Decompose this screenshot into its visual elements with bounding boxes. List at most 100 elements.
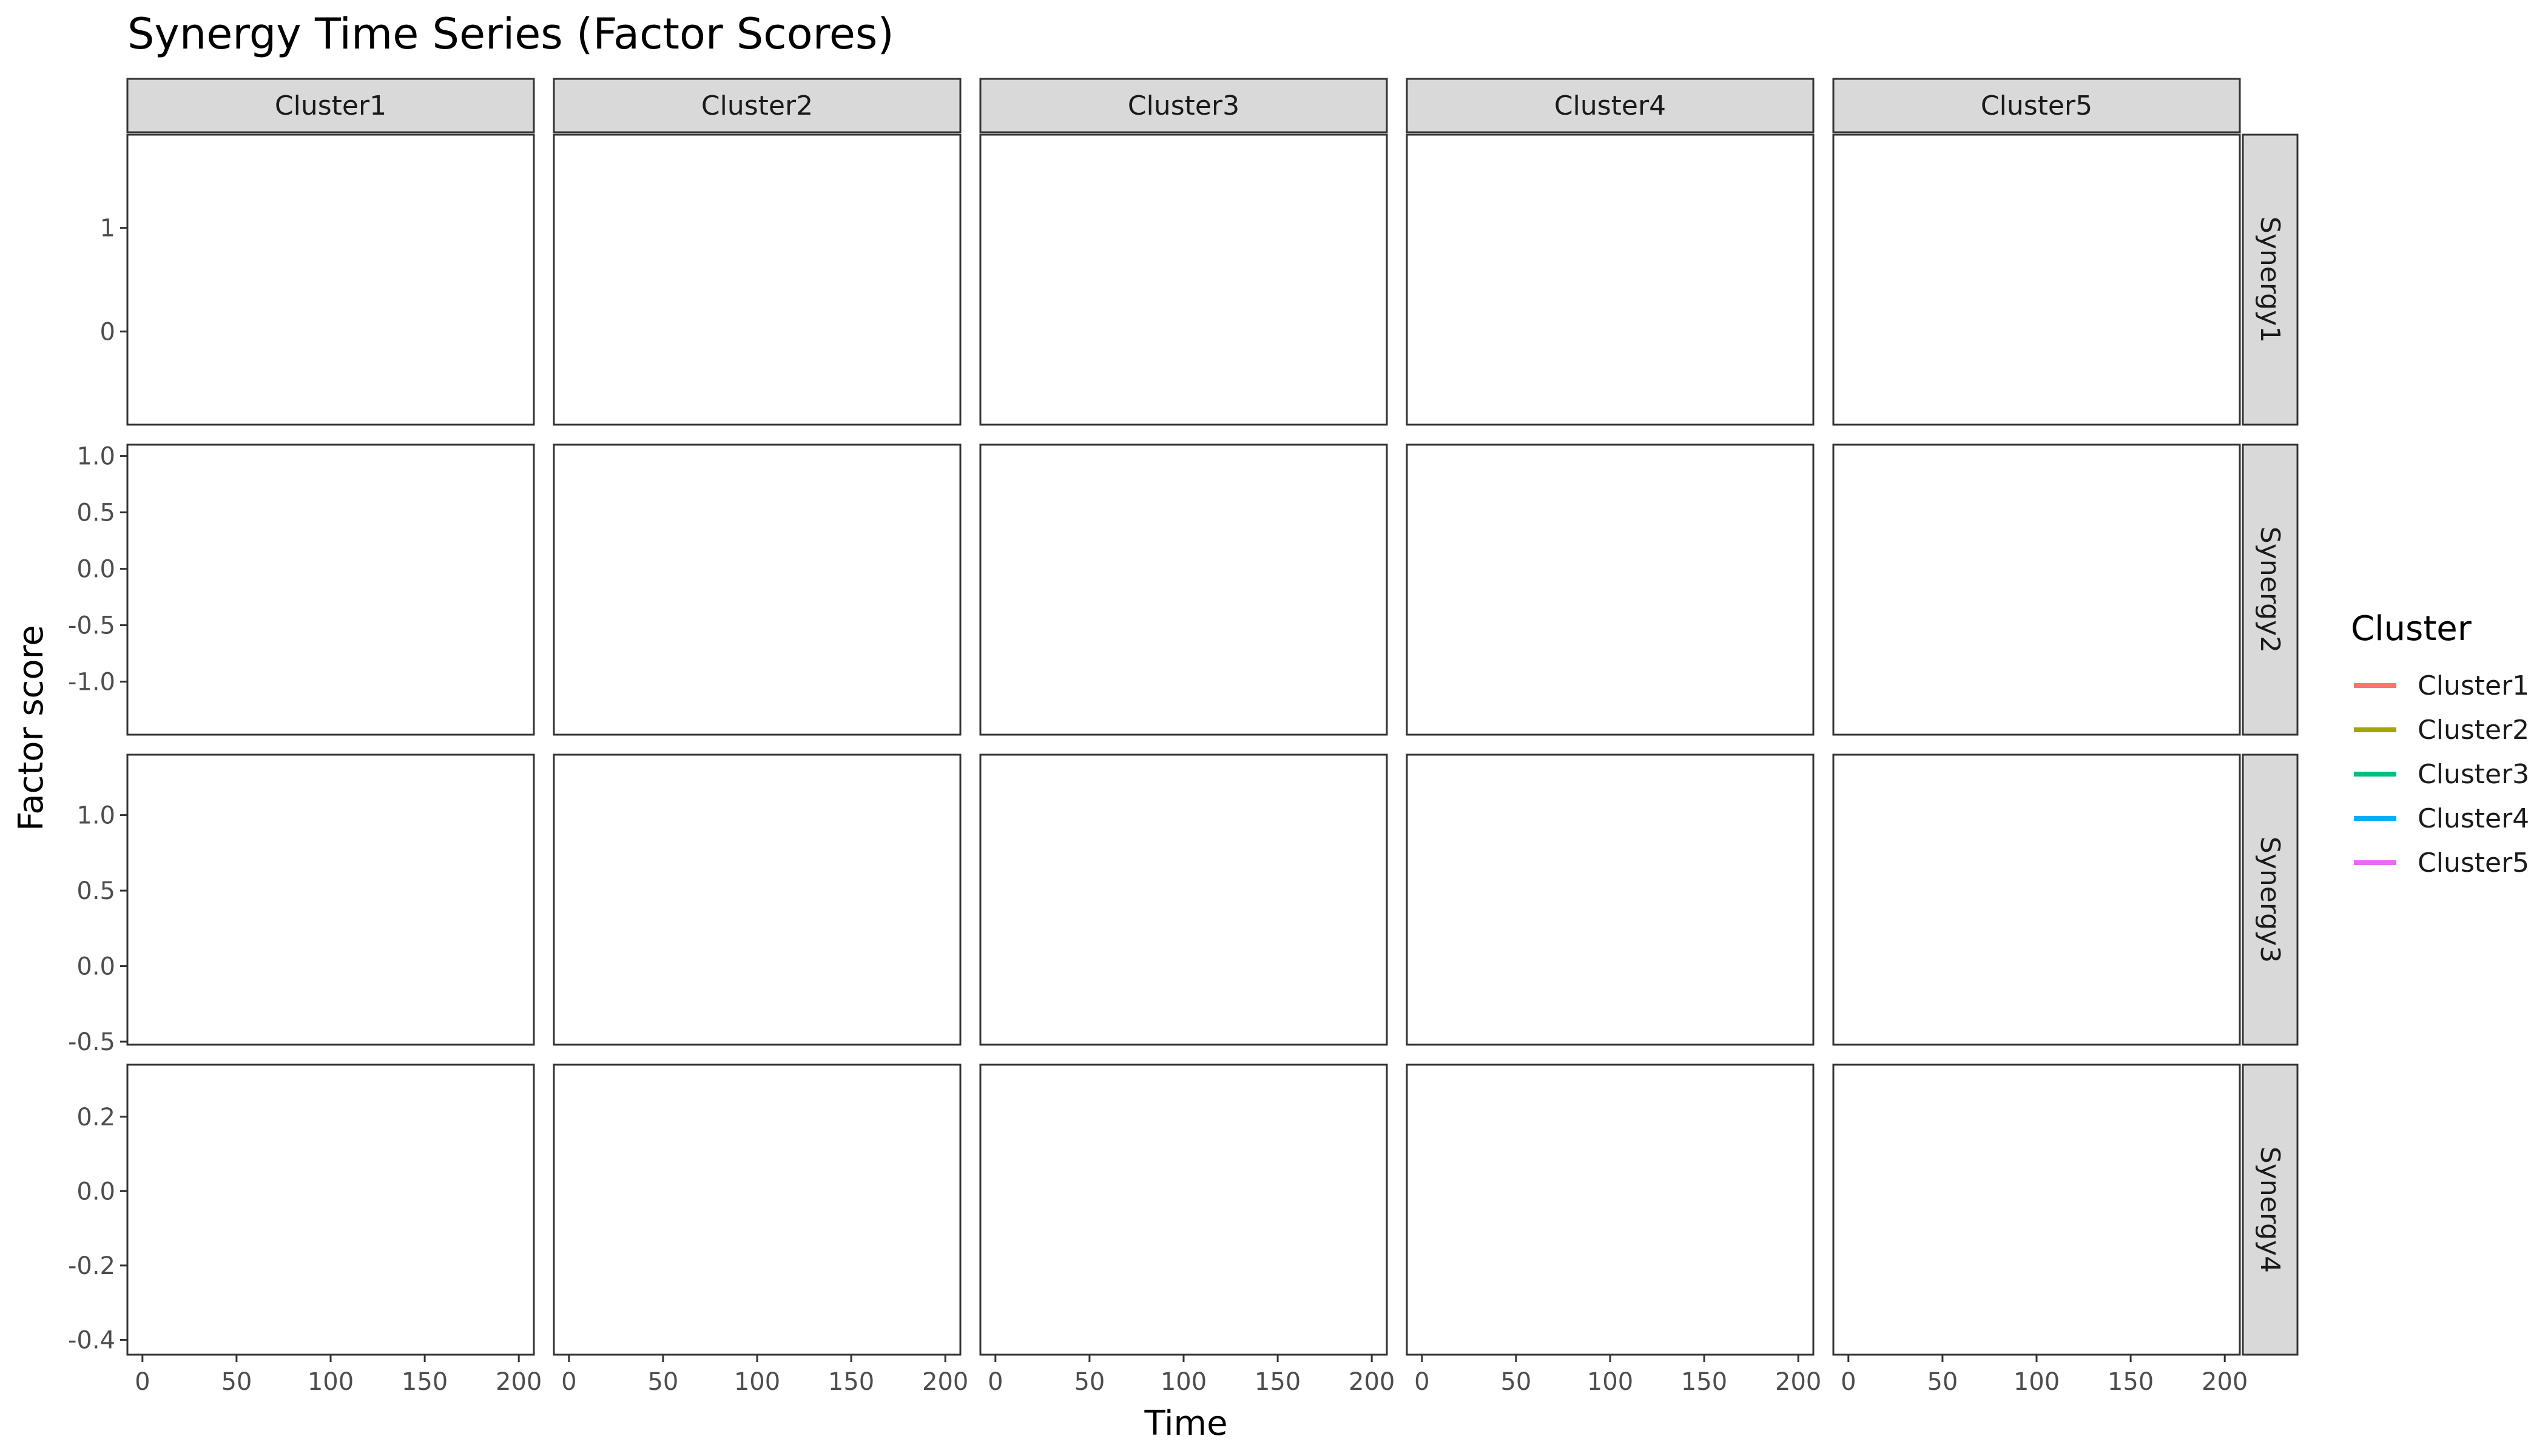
panel-border — [126, 133, 535, 426]
facet-strip-synergy2: Synergy2 — [2242, 443, 2299, 736]
panel-synergy2-cluster3 — [979, 443, 1388, 736]
legend-item-cluster3: Cluster3 — [2354, 759, 2529, 790]
facet-strip-label: Cluster1 — [275, 90, 386, 121]
panel-synergy3-cluster4 — [1406, 753, 1815, 1046]
x-tick-label: 200 — [2202, 1368, 2248, 1396]
panel-synergy1-cluster4 — [1406, 133, 1815, 426]
facet-strip-bg — [1406, 78, 1815, 133]
legend-title: Cluster — [2351, 609, 2472, 649]
panel-border — [1406, 133, 1815, 426]
panel-border — [979, 753, 1388, 1046]
facet-strip-bg — [2242, 133, 2299, 426]
x-tick-label: 150 — [402, 1368, 448, 1396]
panel-border — [1832, 1063, 2241, 1356]
facet-strip-bg — [2242, 443, 2299, 736]
panel-border — [1832, 133, 2241, 426]
facet-strip-label: Cluster4 — [1554, 90, 1666, 121]
facet-strip-bg — [2242, 1063, 2299, 1356]
panel-border — [1406, 443, 1815, 736]
facet-strip-bg — [126, 78, 535, 133]
panel-synergy4-cluster2 — [553, 1063, 962, 1356]
panel-synergy1-cluster3 — [979, 133, 1388, 426]
y-tick-label: 0.5 — [76, 499, 115, 527]
x-tick-label: 150 — [828, 1368, 874, 1396]
y-axis-title: Factor score — [12, 625, 51, 831]
facet-strip-bg — [1832, 78, 2241, 133]
facet-strip-synergy1: Synergy1 — [2242, 133, 2299, 426]
facet-strip-cluster1: Cluster1 — [126, 78, 535, 133]
panel-synergy4-cluster5 — [1832, 1063, 2241, 1356]
x-tick-label: 100 — [1587, 1368, 1633, 1396]
x-tick-label: 50 — [647, 1368, 678, 1396]
panel-border — [979, 1063, 1388, 1356]
facet-strip-label: Cluster2 — [701, 90, 813, 121]
y-tick-label: 1.0 — [76, 802, 115, 830]
panel-synergy1-cluster2 — [553, 133, 962, 426]
panel-border — [979, 133, 1388, 426]
x-tick-label: 100 — [1161, 1368, 1207, 1396]
x-tick-label: 50 — [1927, 1368, 1958, 1396]
panel-border — [1406, 753, 1815, 1046]
x-tick-label: 100 — [734, 1368, 780, 1396]
legend-item-cluster2: Cluster2 — [2354, 715, 2529, 746]
panel-border — [553, 443, 962, 736]
panel-synergy3-cluster3 — [979, 753, 1388, 1046]
panel-border — [1832, 443, 2241, 736]
x-tick-label: 50 — [221, 1368, 252, 1396]
legend: Cluster Cluster1 Cluster2 Cluster3 Cluster4… — [2351, 609, 2529, 878]
panel-synergy2-cluster2 — [553, 443, 962, 736]
x-tick-label: 200 — [1349, 1368, 1395, 1396]
y-tick-label: 0.5 — [76, 877, 115, 905]
x-tick-label: 200 — [922, 1368, 968, 1396]
facet-strip-cluster5: Cluster5 — [1832, 78, 2241, 133]
x-tick-label: 100 — [308, 1368, 354, 1396]
x-tick-label: 0 — [1841, 1368, 1856, 1396]
chart-title: Synergy Time Series (Factor Scores) — [127, 9, 894, 59]
y-tick-label: -0.4 — [68, 1326, 115, 1354]
legend-label: Cluster2 — [2418, 715, 2529, 746]
legend-item-cluster4: Cluster4 — [2354, 803, 2529, 834]
panel-border — [979, 443, 1388, 736]
panel-border — [1406, 1063, 1815, 1356]
x-axis-title: Time — [1144, 1404, 1227, 1443]
facet-strip-label: Synergy1 — [2254, 217, 2285, 343]
panel-border — [1832, 753, 2241, 1046]
x-tick-label: 150 — [2108, 1368, 2154, 1396]
x-tick-label: 50 — [1500, 1368, 1531, 1396]
panel-synergy2-cluster1 — [126, 443, 535, 736]
panel-synergy4-cluster1 — [126, 1063, 535, 1356]
legend-label: Cluster3 — [2418, 759, 2529, 790]
panel-border — [126, 1063, 535, 1356]
y-tick-label: 1 — [100, 215, 115, 243]
panel-synergy2-cluster5 — [1832, 443, 2241, 736]
x-tick-label: 100 — [2014, 1368, 2060, 1396]
y-tick-label: 0.2 — [76, 1104, 115, 1131]
y-tick-label: 0.0 — [76, 1178, 115, 1205]
facet-strip-cluster4: Cluster4 — [1406, 78, 1815, 133]
y-tick-label: -0.5 — [68, 612, 115, 640]
panel-synergy2-cluster4 — [1406, 443, 1815, 736]
panel-synergy4-cluster3 — [979, 1063, 1388, 1356]
panel-border — [553, 753, 962, 1046]
panel-synergy3-cluster2 — [553, 753, 962, 1046]
x-tick-label: 0 — [1414, 1368, 1429, 1396]
legend-item-cluster1: Cluster1 — [2354, 670, 2529, 701]
legend-label: Cluster4 — [2418, 803, 2529, 834]
panel-synergy1-cluster1 — [126, 133, 535, 426]
panel-synergy3-cluster5 — [1832, 753, 2241, 1046]
y-tick-label: 0 — [100, 318, 115, 346]
y-tick-label: -0.2 — [68, 1252, 115, 1280]
panel-border — [126, 443, 535, 736]
facet-panels: Cluster1 Cluster2 Cluster3 Cluster4 Cluster5… — [68, 78, 2299, 1396]
x-tick-label: 200 — [496, 1368, 542, 1396]
x-tick-label: 50 — [1074, 1368, 1105, 1396]
facet-strip-label: Synergy3 — [2254, 837, 2285, 963]
panel-synergy3-cluster1 — [126, 753, 535, 1046]
panel-border — [126, 753, 535, 1046]
facet-strip-synergy3: Synergy3 — [2242, 753, 2299, 1046]
x-tick-label: 200 — [1775, 1368, 1821, 1396]
y-tick-label: -1.0 — [68, 669, 115, 696]
x-tick-label: 0 — [135, 1368, 150, 1396]
panel-border — [553, 1063, 962, 1356]
